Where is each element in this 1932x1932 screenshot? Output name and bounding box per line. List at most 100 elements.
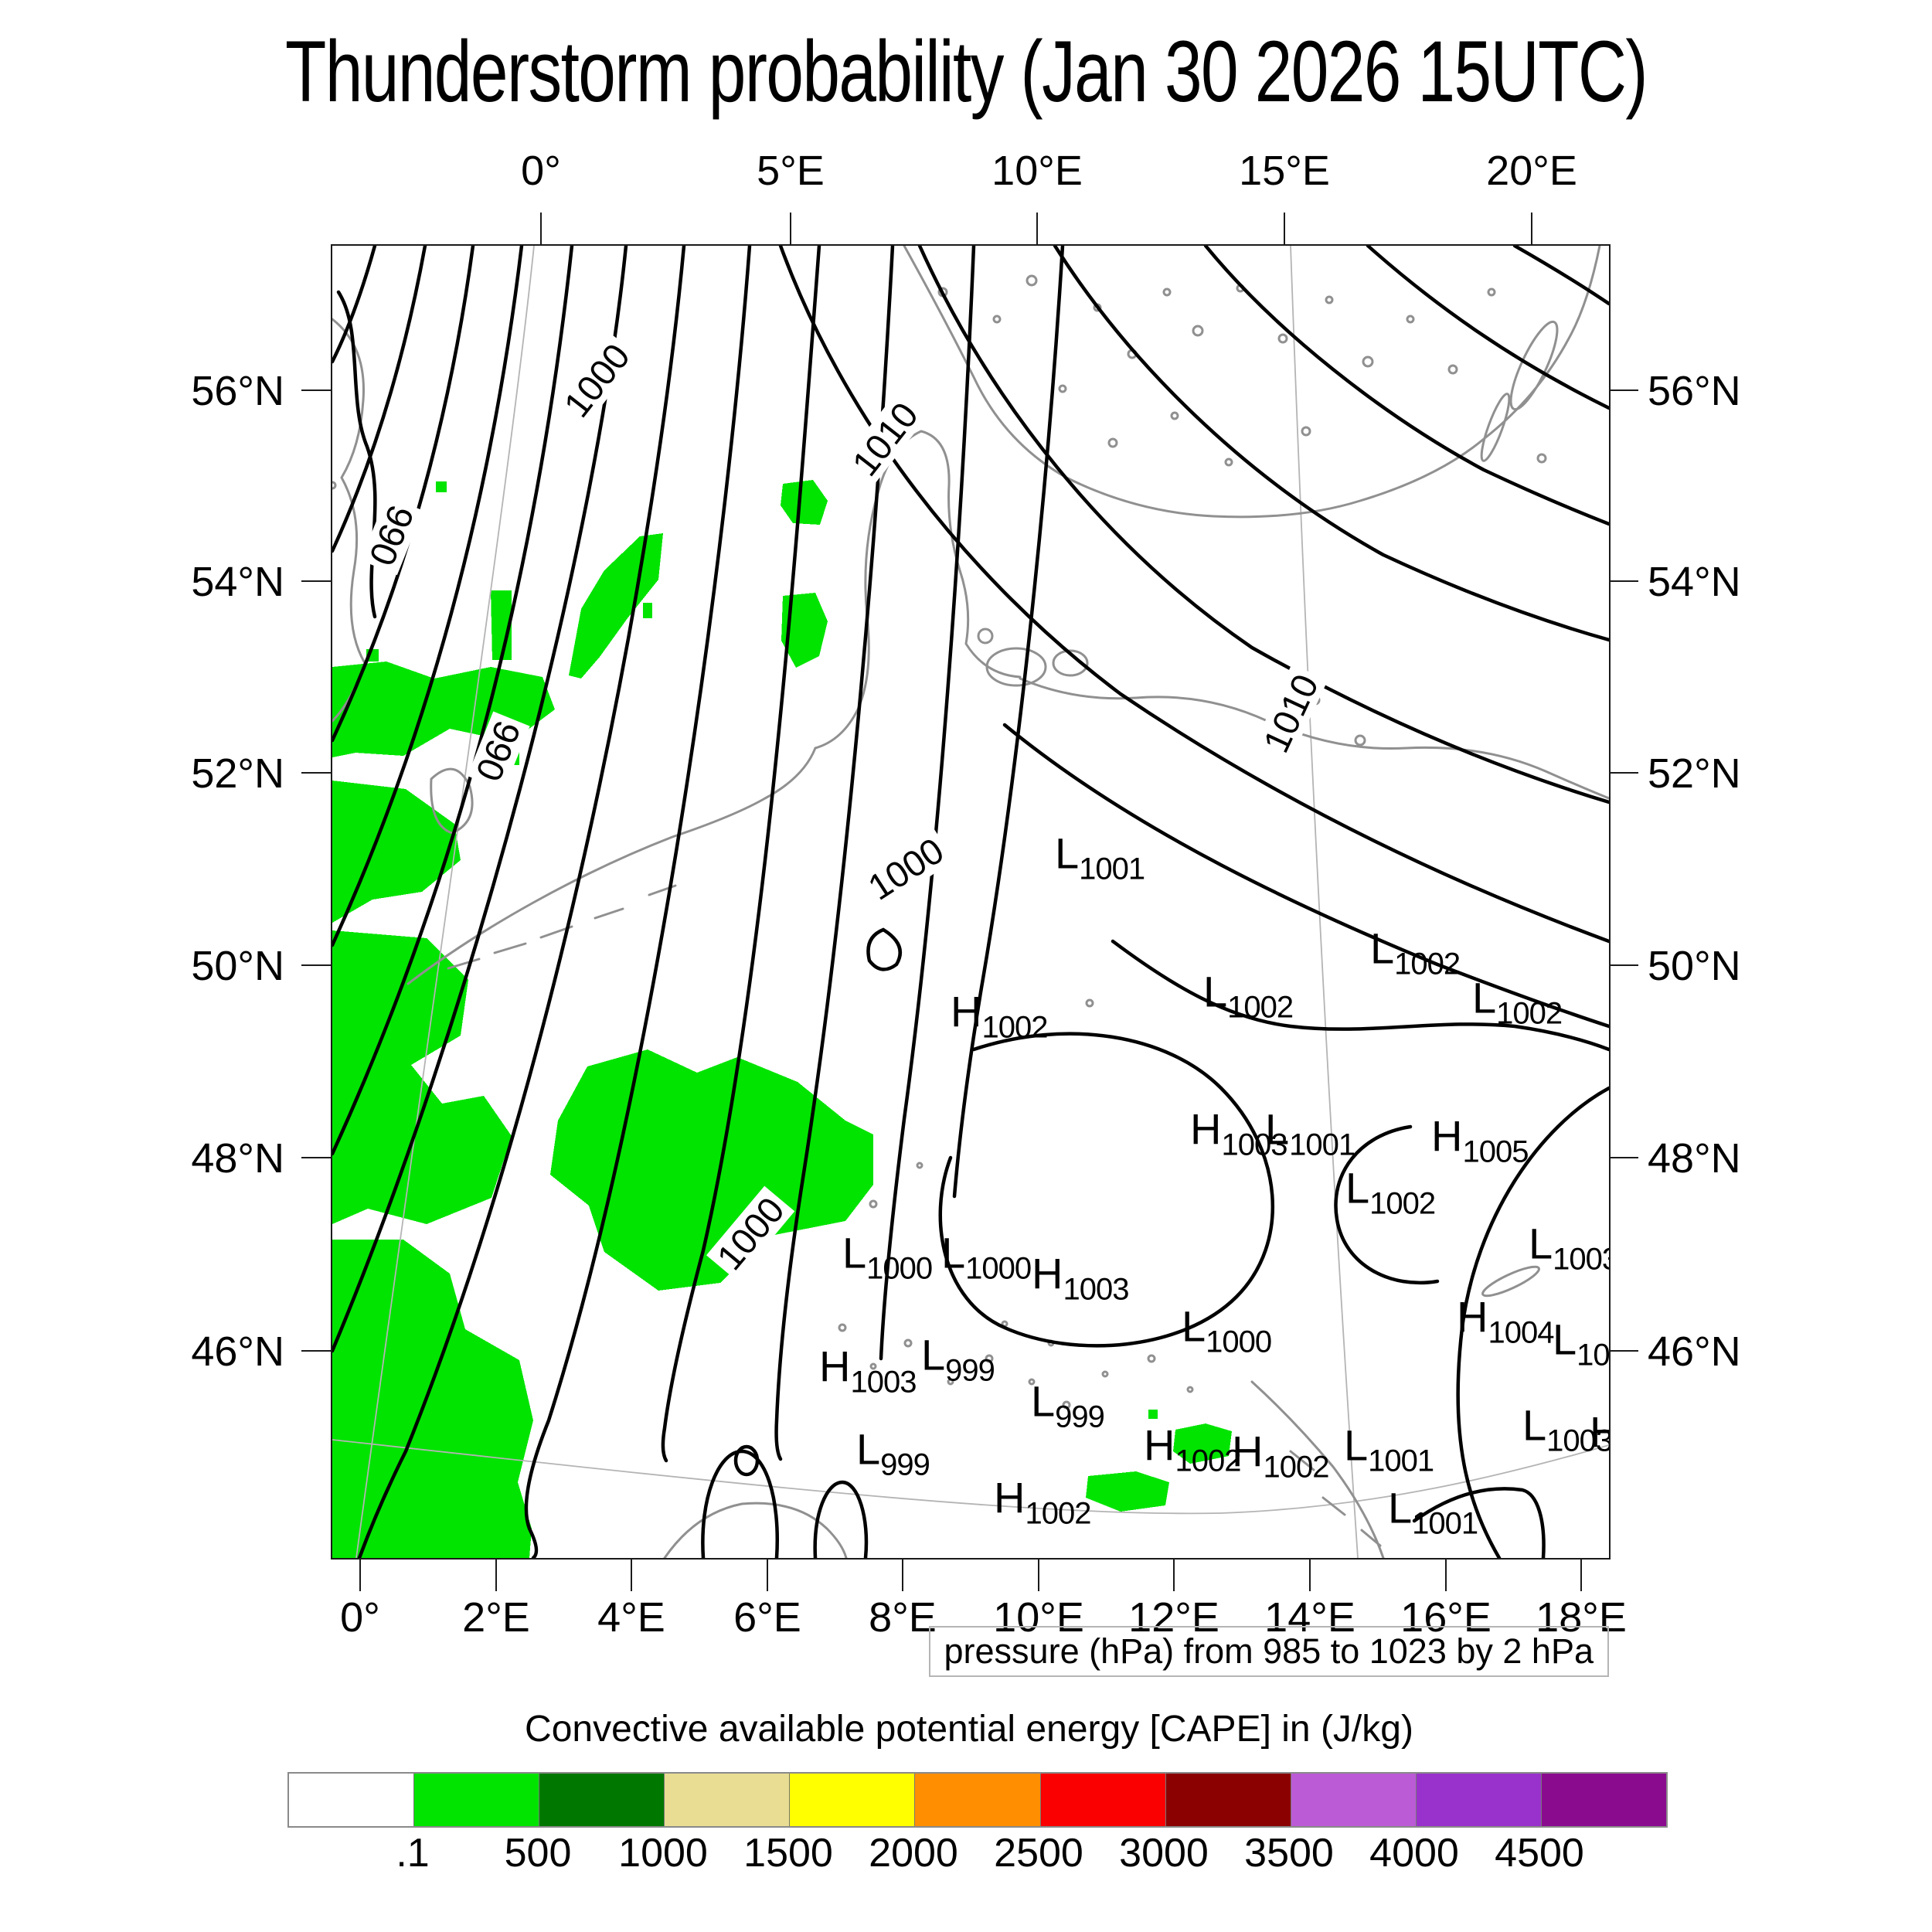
pressure-value: 1002 xyxy=(1496,996,1563,1031)
pressure-marker-high: H1002 xyxy=(1232,1427,1329,1485)
colorbar-segment xyxy=(1039,1774,1165,1826)
colorbar-tick-label: 2000 xyxy=(869,1831,958,1876)
pressure-letter: H xyxy=(1144,1420,1175,1470)
pressure-value: 1001 xyxy=(1412,1506,1478,1541)
colorbar-tick-label: 1500 xyxy=(743,1831,833,1876)
pressure-marker-low: L100 xyxy=(1553,1315,1609,1371)
pressure-marker-high: H xyxy=(1590,1407,1609,1463)
left-axis-label: 50°N xyxy=(191,943,284,989)
pressure-letter: H xyxy=(1232,1427,1264,1476)
cape-colorbar xyxy=(287,1772,1668,1828)
left-axis-tick xyxy=(301,1157,331,1158)
bottom-axis-label: 16°E xyxy=(1400,1594,1492,1641)
pressure-caption-text: pressure (hPa) from 985 to 1023 by 2 hPa xyxy=(944,1631,1594,1671)
bottom-axis-label: 0° xyxy=(340,1594,380,1641)
bottom-axis-label: 18°E xyxy=(1536,1594,1627,1641)
colorbar-tick-label: 4500 xyxy=(1495,1831,1584,1876)
pressure-value: 1003 xyxy=(1221,1128,1287,1162)
top-axis-tick xyxy=(540,213,542,244)
right-axis-tick xyxy=(1609,1350,1638,1352)
map-graphics xyxy=(332,246,1609,1558)
colorbar-segment xyxy=(1290,1774,1416,1826)
pressure-marker-low: L1003 xyxy=(1529,1222,1609,1277)
pressure-letter: L xyxy=(1344,1420,1369,1470)
pressure-marker-high: H1002 xyxy=(951,990,1048,1043)
page-title: Thunderstorm probability (Jan 30 2026 15… xyxy=(285,23,1648,120)
pressure-letter: L xyxy=(1553,1315,1577,1364)
right-axis-label: 54°N xyxy=(1648,559,1741,605)
pressure-value: 1003 xyxy=(1553,1242,1609,1277)
pressure-marker-low: L1000 xyxy=(941,1228,1032,1286)
pressure-marker-low: L1002 xyxy=(1203,970,1294,1025)
pressure-marker-low: L1000 xyxy=(1182,1304,1272,1359)
left-axis-tick xyxy=(301,772,331,774)
pressure-marker-high: H1002 xyxy=(1144,1420,1241,1478)
left-axis-label: 46°N xyxy=(191,1328,284,1375)
pressure-letter: L xyxy=(1031,1376,1056,1426)
pressure-value: 1000 xyxy=(1206,1325,1272,1359)
graticule-layer xyxy=(332,246,1609,1558)
colorbar-segment xyxy=(1415,1774,1541,1826)
right-axis-label: 50°N xyxy=(1648,943,1741,989)
pressure-value: 1003 xyxy=(850,1365,917,1400)
pressure-value: 999 xyxy=(945,1353,995,1388)
bottom-axis-tick xyxy=(359,1560,361,1591)
top-axis-tick xyxy=(1531,213,1532,244)
colorbar-segment xyxy=(664,1774,790,1826)
top-axis-label: 0° xyxy=(521,148,561,194)
right-axis-label: 46°N xyxy=(1648,1328,1741,1375)
pressure-marker-low: L1002 xyxy=(1472,973,1563,1031)
top-axis-tick xyxy=(790,213,791,244)
top-axis-label: 5°E xyxy=(757,148,825,194)
right-axis-tick xyxy=(1609,389,1638,391)
pressure-marker-low: L1001 xyxy=(1388,1486,1478,1539)
pressure-letter: H xyxy=(1190,1104,1222,1154)
cape-shading-layer xyxy=(332,480,1232,1558)
colorbar-segment xyxy=(789,1774,915,1826)
bottom-axis-tick xyxy=(1580,1560,1582,1591)
colorbar-segment xyxy=(413,1774,539,1826)
pressure-letter: H xyxy=(819,1342,851,1391)
pressure-value: 1004 xyxy=(1488,1315,1554,1350)
pressure-value: 1002 xyxy=(1263,1450,1329,1485)
bottom-axis-tick xyxy=(1173,1560,1175,1591)
pressure-value: 1001 xyxy=(1079,852,1145,886)
colorbar-segment xyxy=(539,1774,665,1826)
top-axis-label: 15°E xyxy=(1239,148,1330,194)
pressure-letter: H xyxy=(1032,1249,1063,1298)
pressure-value: 1002 xyxy=(1227,990,1294,1025)
pressure-marker-low: L1002 xyxy=(1345,1166,1436,1219)
pressure-letter: L xyxy=(1472,973,1497,1022)
pressure-letter: L xyxy=(1522,1400,1547,1450)
left-axis-label: 52°N xyxy=(191,750,284,797)
colorbar-segment xyxy=(289,1774,414,1826)
pressure-value: 1005 xyxy=(1462,1134,1529,1169)
pressure-caption-box: pressure (hPa) from 985 to 1023 by 2 hPa xyxy=(928,1626,1609,1677)
map-canvas: L1001 L1002 L1002 L1002 H1002 H1003 L1001 H1005… xyxy=(331,244,1611,1560)
pressure-marker-high: H1003 xyxy=(819,1342,917,1400)
left-axis-label: 54°N xyxy=(191,559,284,605)
pressure-value: 1002 xyxy=(1175,1444,1241,1478)
pressure-letter: L xyxy=(941,1228,966,1277)
top-axis-label: 10°E xyxy=(992,148,1083,194)
pressure-value: 1002 xyxy=(1394,947,1461,981)
top-axis-label: 20°E xyxy=(1486,148,1577,194)
colorbar-tick-label: 2500 xyxy=(994,1831,1083,1876)
left-axis-label: 56°N xyxy=(191,368,284,414)
colorbar-tick-label: 500 xyxy=(504,1831,572,1876)
pressure-letter: H xyxy=(994,1473,1026,1522)
pressure-letter: L xyxy=(1370,923,1395,973)
bottom-axis-label: 12°E xyxy=(1128,1594,1219,1641)
pressure-letter: L xyxy=(921,1330,946,1379)
bottom-axis-tick xyxy=(1309,1560,1311,1591)
colorbar-tick-label: 1000 xyxy=(618,1831,708,1876)
pressure-value: 999 xyxy=(1055,1400,1105,1434)
pressure-value: 1000 xyxy=(965,1251,1032,1286)
bottom-axis-label: 8°E xyxy=(869,1594,937,1641)
right-axis-tick xyxy=(1609,1157,1638,1158)
pressure-letter: H xyxy=(1590,1407,1609,1456)
colorbar-tick-label: 4000 xyxy=(1369,1831,1459,1876)
bottom-axis-label: 14°E xyxy=(1264,1594,1355,1641)
pressure-marker-low: L1001 xyxy=(1055,832,1145,886)
bottom-axis-tick xyxy=(1038,1560,1039,1591)
